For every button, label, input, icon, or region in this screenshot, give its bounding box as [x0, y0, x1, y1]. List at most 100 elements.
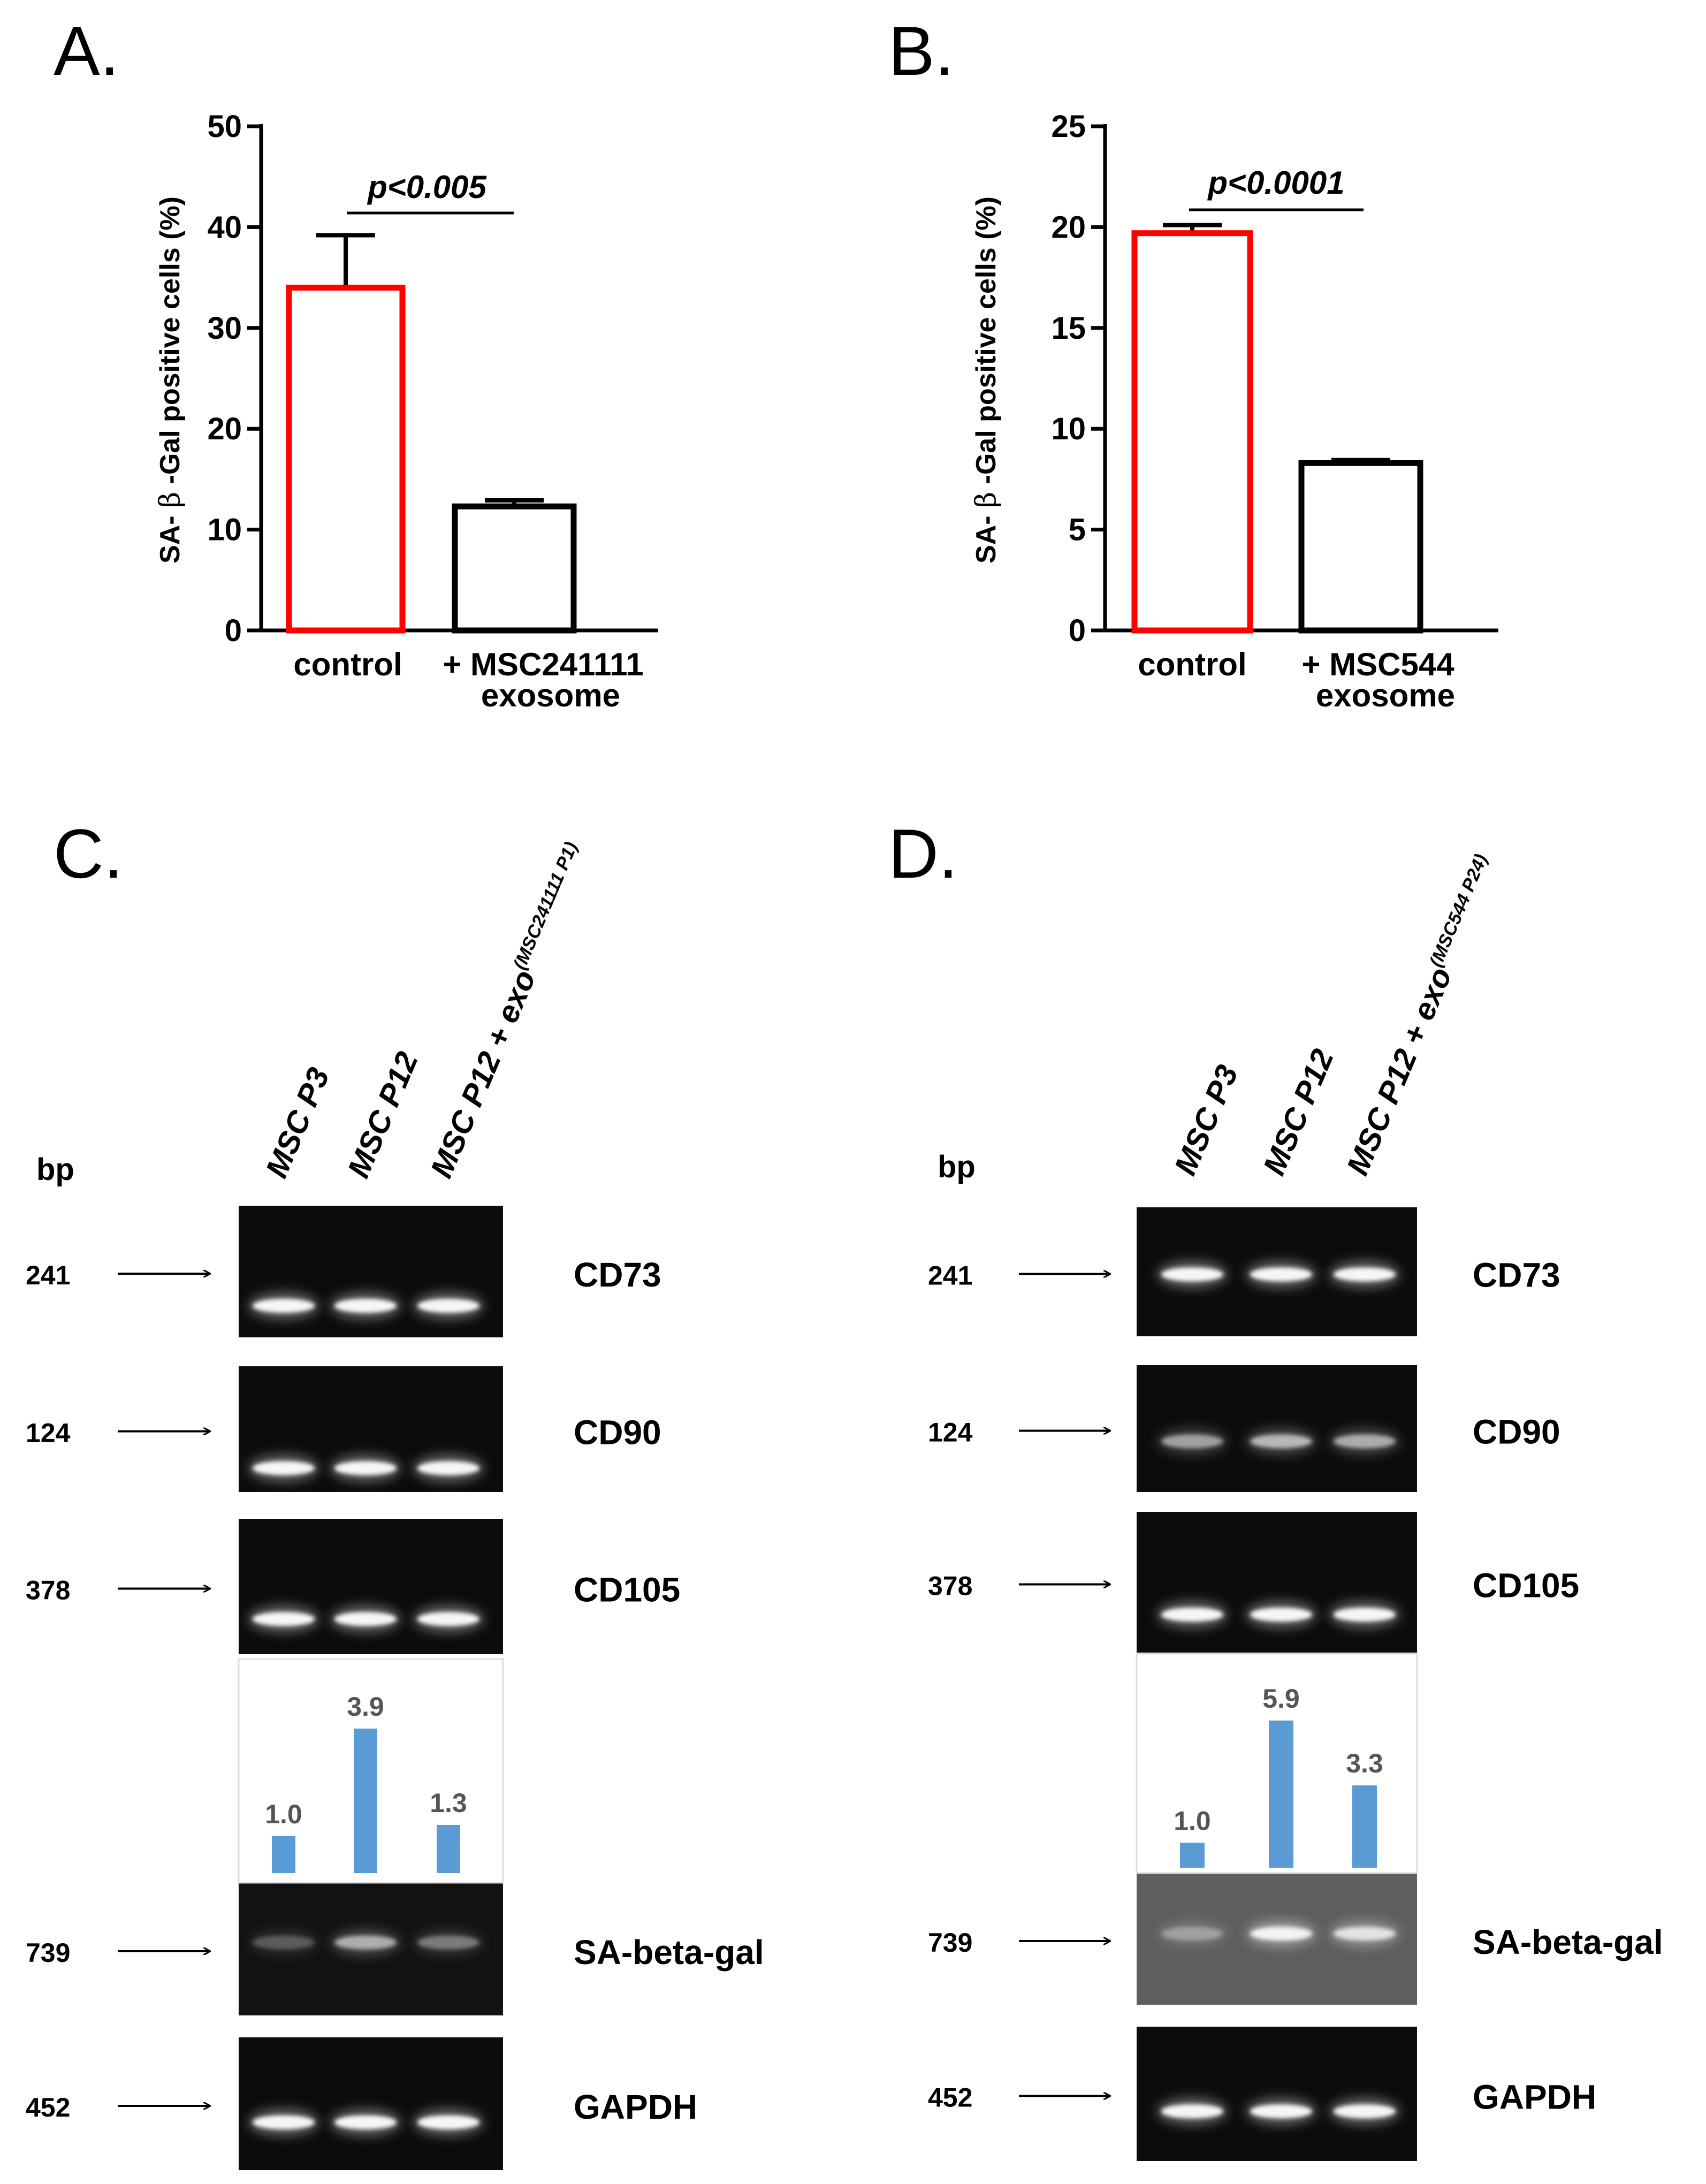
y-tick-label: 5	[1069, 513, 1086, 547]
gel-band	[1334, 1607, 1396, 1622]
gel-band	[417, 2115, 479, 2129]
inset-bar	[1352, 1785, 1377, 1868]
lane-label: MSC P12	[1256, 1044, 1341, 1180]
gene-label: CD90	[574, 1413, 661, 1452]
y-tick-label: 10	[207, 513, 242, 547]
inset-bar-label: 5.9	[1262, 1684, 1300, 1714]
gene-label: CD90	[1473, 1413, 1560, 1451]
bar	[1298, 460, 1423, 634]
lane-label-superscript: (MSC241111 P1)	[509, 839, 582, 973]
inset-bar	[1180, 1843, 1205, 1868]
significance-label: p<0.0001	[1207, 165, 1344, 201]
bar	[286, 284, 406, 634]
bp-size-label: 739	[928, 1928, 972, 1958]
x-tick-label: exosome	[481, 678, 620, 713]
lane-label-main: MSC P12	[1256, 1044, 1341, 1180]
inset-bar-label: 3.9	[347, 1692, 384, 1722]
gel-row: 452 GAPDH	[928, 2027, 1596, 2161]
gel-band	[1334, 1434, 1396, 1449]
inset-bar-label: 1.3	[430, 1788, 467, 1818]
gel-band	[253, 1612, 315, 1626]
y-ticks: 0 5 10 15 20 25	[1051, 109, 1105, 648]
gel-row: 378 CD105	[26, 1519, 680, 1654]
gel-band	[1161, 1927, 1223, 1941]
y-axis-label-greek: β	[154, 492, 186, 508]
gene-label: SA-beta-gal	[574, 1933, 764, 1972]
gel-band	[334, 1298, 397, 1313]
gene-label: CD73	[1473, 1256, 1560, 1295]
y-tick-label: 50	[207, 109, 242, 144]
lane-labels: MSC P3 MSC P12 MSC P12 + exo(MSC544 P24)	[1168, 851, 1491, 1180]
gel-band	[253, 1461, 315, 1475]
y-axis-label: SA- β -Gal positive cells (%)	[154, 196, 186, 564]
gel-band	[334, 1612, 397, 1626]
gel-band	[334, 1935, 397, 1950]
bars	[1131, 223, 1423, 634]
x-tick-label: control	[1138, 646, 1246, 682]
y-axis-label-suffix: -Gal positive cells (%)	[155, 196, 186, 492]
gel-image	[1137, 2027, 1417, 2161]
gel-image	[239, 1519, 503, 1654]
bp-header: bp	[36, 1152, 74, 1187]
gene-label: CD73	[574, 1255, 661, 1294]
y-tick-label: 0	[225, 613, 242, 648]
gel-row: 378 CD105	[928, 1512, 1579, 1653]
gel-band	[417, 1298, 479, 1313]
panel-d: D. bp MSC P3 MSC P12 MSC P12 + exo(MSC544 …	[888, 815, 1663, 2161]
x-tick-label: control	[293, 646, 402, 682]
gel-rows: 241 CD73 124 CD90 378 CD105 739 SA-beta-gal 452 G…	[26, 1206, 764, 2170]
bp-size-label: 124	[26, 1418, 71, 1448]
gel-row: 739 SA-beta-gal	[26, 1883, 764, 2015]
gel-band	[253, 1298, 315, 1313]
gel-row: 124 CD90	[26, 1366, 661, 1492]
bp-size-label: 241	[928, 1261, 972, 1291]
inset-bar-label: 3.3	[1346, 1748, 1383, 1778]
bp-size-label: 378	[26, 1576, 70, 1605]
lane-label: MSC P3	[259, 1063, 336, 1183]
gel-image	[239, 2037, 503, 2170]
bp-size-label: 452	[928, 2083, 972, 2113]
bp-size-label: 739	[26, 1938, 70, 1968]
y-axis-label-prefix: SA-	[971, 508, 1002, 564]
gel-row: 452 GAPDH	[26, 2037, 697, 2170]
y-tick-label: 0	[1069, 613, 1086, 648]
y-tick-label: 20	[1051, 210, 1086, 245]
gene-label: CD105	[1473, 1566, 1579, 1605]
bp-size-label: 378	[928, 1571, 972, 1601]
x-tick-label: exosome	[1316, 678, 1455, 713]
lane-label: MSC P12	[341, 1047, 425, 1183]
bp-size-label: 452	[26, 2092, 70, 2122]
bars	[286, 233, 577, 634]
y-tick-label: 10	[1051, 412, 1086, 446]
y-axis-label-prefix: SA-	[155, 508, 186, 564]
gene-label: CD105	[574, 1571, 680, 1609]
panel-b: B. SA- β -Gal positive cells (%) 0 5 10 15 2…	[888, 12, 1498, 713]
y-tick-label: 25	[1051, 109, 1086, 144]
panel-label: D.	[888, 815, 958, 893]
bp-size-label: 124	[928, 1418, 973, 1448]
x-tick-label: + MSC544	[1301, 646, 1454, 682]
gel-band	[1161, 2104, 1223, 2119]
gel-band	[1250, 2104, 1312, 2119]
y-tick-label: 15	[1051, 311, 1086, 346]
gel-band	[1334, 1267, 1396, 1282]
y-tick-label: 30	[207, 311, 242, 346]
gel-band	[1250, 1607, 1312, 1622]
y-ticks: 0 10 20 30 40 50	[207, 109, 261, 648]
gel-row: 241 CD73	[928, 1207, 1560, 1336]
gel-band	[1250, 1927, 1312, 1941]
y-axis-label-greek: β	[970, 492, 1002, 508]
gel-band	[1250, 1267, 1312, 1282]
gel-row: 739 SA-beta-gal	[928, 1873, 1663, 2005]
panel-label: B.	[888, 12, 954, 90]
bp-size-label: 241	[26, 1260, 70, 1290]
lane-label-main: MSC P3	[1168, 1060, 1245, 1180]
gel-band	[1161, 1267, 1223, 1282]
bar	[452, 503, 577, 634]
panel-label: C.	[54, 815, 123, 893]
gel-band	[253, 1935, 315, 1950]
